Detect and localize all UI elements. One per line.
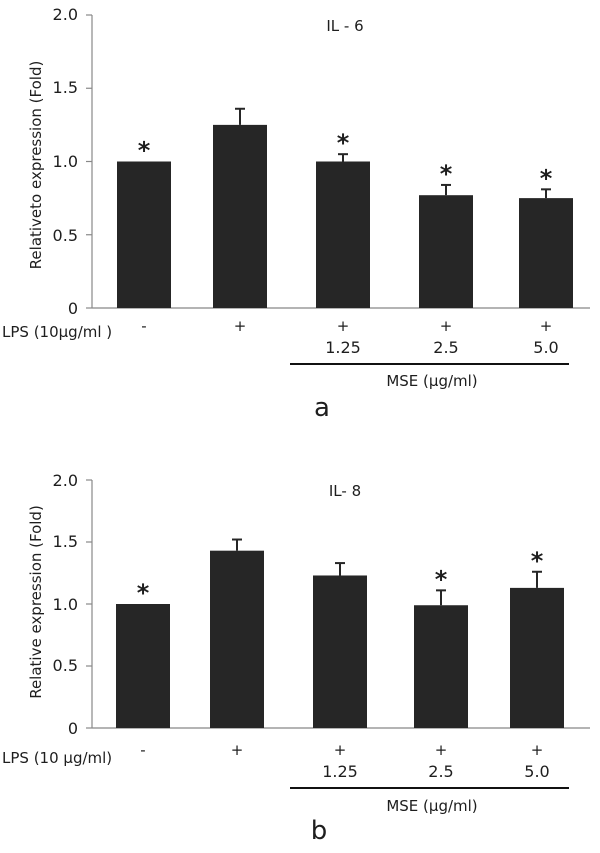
lps-sign: +	[334, 741, 347, 759]
y-tick-label: 0	[68, 299, 78, 318]
panel-label: a	[314, 393, 330, 423]
dose-label: 5.0	[524, 762, 549, 781]
chart-il8: IL- 8 Relative expression (Fold) 2.0 1.5…	[2, 471, 590, 846]
lps-sign: +	[234, 317, 247, 335]
y-tick-labels: 2.0 1.5 1.0 0.5 0	[53, 5, 78, 318]
dose-label: 5.0	[533, 338, 558, 357]
lps-sign: +	[231, 741, 244, 759]
chart-title: IL- 8	[329, 482, 361, 500]
significance-marker: *	[337, 129, 350, 157]
bar	[414, 605, 468, 728]
y-tick-label: 1.5	[53, 78, 78, 97]
bar	[117, 161, 171, 308]
mse-group-label: MSE (µg/ml)	[386, 797, 477, 815]
lps-row-label: LPS (10µg/ml )	[2, 323, 112, 341]
significance-marker: *	[435, 565, 448, 593]
lps-sign: +	[440, 317, 453, 335]
significance-marker: *	[137, 579, 150, 607]
significance-marker: *	[440, 160, 453, 188]
lps-sign: -	[140, 741, 145, 759]
dose-label: 1.25	[325, 338, 361, 357]
y-tick-label: 0.5	[53, 656, 78, 675]
lps-row-label: LPS (10 µg/ml)	[2, 749, 112, 767]
lps-sign: -	[141, 317, 146, 335]
lps-sign: +	[531, 741, 544, 759]
bar	[213, 124, 267, 308]
chart-title: IL - 6	[326, 17, 363, 35]
significance-marker: *	[138, 137, 151, 165]
panel-label: b	[311, 816, 328, 846]
significance-marker: *	[540, 164, 553, 192]
dose-label: 2.5	[433, 338, 458, 357]
dose-label: 2.5	[428, 762, 453, 781]
lps-sign: +	[337, 317, 350, 335]
y-axis-label: Relative expression (Fold)	[27, 505, 45, 699]
y-tick-label: 0.5	[53, 226, 78, 245]
y-tick-label: 2.0	[53, 471, 78, 490]
bar	[313, 575, 367, 728]
y-tick-label: 1.0	[53, 595, 78, 614]
bar	[519, 198, 573, 308]
lps-sign: +	[540, 317, 553, 335]
significance-marker: *	[531, 547, 544, 575]
plot-area: * - + +1.25 * +2.5 * +5.0	[86, 479, 590, 781]
bar	[510, 587, 564, 728]
y-tick-label: 2.0	[53, 5, 78, 24]
y-axis-label: Relativeto expression (Fold)	[27, 61, 45, 270]
dose-label: 1.25	[322, 762, 358, 781]
bar	[116, 604, 170, 728]
plot-area: * - + * +1.25 * +2.5 * +5.0	[86, 14, 590, 357]
bar	[210, 550, 264, 728]
bar	[419, 195, 473, 308]
bar	[316, 161, 370, 308]
lps-sign: +	[435, 741, 448, 759]
mse-group-label: MSE (µg/ml)	[386, 372, 477, 390]
y-tick-label: 1.0	[53, 152, 78, 171]
chart-il6: IL - 6 Relativeto expression (Fold) 2.0 …	[2, 5, 590, 423]
y-tick-label: 1.5	[53, 532, 78, 551]
y-tick-labels: 2.0 1.5 1.0 0.5 0	[53, 471, 78, 738]
y-tick-label: 0	[68, 719, 78, 738]
